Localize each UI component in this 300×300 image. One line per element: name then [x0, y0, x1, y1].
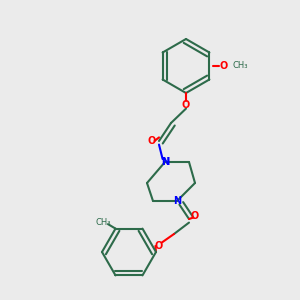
Text: O: O: [155, 241, 163, 251]
Text: N: N: [161, 157, 169, 167]
Text: O: O: [191, 211, 199, 221]
Text: CH₃: CH₃: [232, 61, 248, 70]
Text: N: N: [161, 157, 169, 167]
Text: O: O: [219, 61, 227, 71]
Text: N: N: [173, 196, 181, 206]
Text: O: O: [182, 100, 190, 110]
Text: O: O: [147, 136, 156, 146]
Text: CH₃: CH₃: [96, 218, 111, 227]
